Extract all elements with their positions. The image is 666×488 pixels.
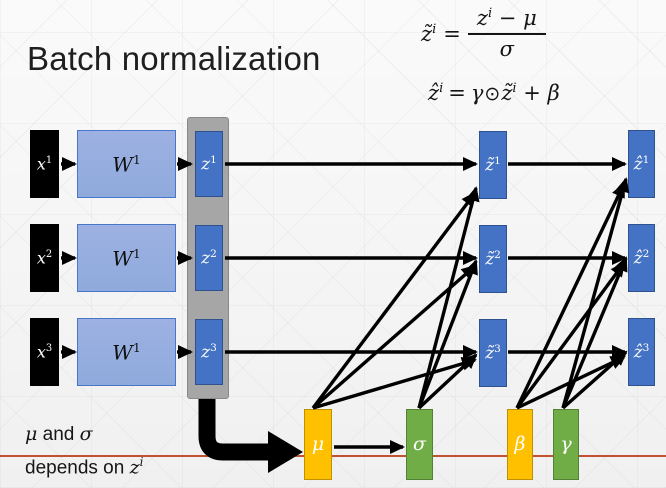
weight-w1-row2-label: W1 [112,245,141,271]
ztilde2-label: z̃2 [485,248,501,270]
accent-divider-line [0,455,666,457]
mu-box: μ [304,409,332,480]
mu-label: μ [311,433,325,455]
sigma-label: σ [413,433,426,455]
z2-label: z2 [201,247,217,269]
z3-label: z3 [201,341,217,363]
formula-lhs: ẑi [428,81,444,105]
weight-w1-row1-box: W1 [77,130,176,198]
w-to-z-arrows [177,157,193,359]
footnote-line2: depends on zi [25,455,144,479]
weight-w1-row1-label: W1 [112,151,141,177]
formula-rhs: γ⊙z̃i + β [470,81,560,105]
zhat1-label: ẑ1 [633,153,650,175]
ztilde3-label: z̃3 [485,342,501,364]
fraction-denominator: σ [499,37,514,61]
input-x2-label: x2 [36,248,53,268]
z2-node: z2 [195,225,223,291]
z1-node: z1 [195,131,223,197]
zhat1-node: ẑ1 [628,130,655,198]
ztilde1-node: z̃1 [479,131,507,199]
gamma-label: γ [560,433,572,455]
gamma-box: γ [553,409,579,480]
ztilde1-label: z̃1 [485,154,501,176]
z-to-ztilde-arrows [225,157,478,359]
z1-label: z1 [201,153,217,175]
formula-lhs: z̃i [421,21,437,46]
fraction-numerator: zi − μ [467,6,546,35]
formula-normalize: z̃i = zi − μ σ [421,6,546,61]
zhat2-node: ẑ2 [628,224,655,292]
x-to-w-arrows [61,157,77,359]
zhat2-label: ẑ2 [633,247,650,269]
weight-w1-row3-label: W1 [112,339,141,365]
beta-label: β [514,433,526,455]
ztilde2-node: z̃2 [479,225,507,293]
ztilde-to-zhat-arrows [508,157,627,359]
equals-sign: = [443,21,461,46]
footnote-line1: μ and σ [25,423,93,445]
zhat3-node: ẑ3 [628,318,655,386]
input-x2-box: x2 [30,224,59,292]
sigma-fan-arrows [417,186,480,410]
zhat3-label: ẑ3 [633,341,650,363]
sigma-box: σ [406,409,433,480]
zvector-to-mu-elbow-arrow [198,399,303,473]
mu-fan-arrows [311,191,477,410]
fraction: zi − μ σ [467,6,546,61]
input-x1-box: x1 [30,130,59,198]
input-x3-label: x3 [36,342,53,362]
input-x1-label: x1 [36,154,53,174]
weight-w1-row2-box: W1 [77,224,176,292]
z3-node: z3 [195,319,223,385]
input-x3-box: x3 [30,318,59,386]
weight-w1-row3-box: W1 [77,318,176,386]
ztilde3-node: z̃3 [479,319,507,387]
equals-sign: = [448,81,466,105]
slide-title: Batch normalization [27,40,321,77]
gamma-fan-arrows [561,177,630,410]
beta-box: β [507,409,533,480]
footnote: μ and σ depends on zi [25,423,143,479]
formula-scale-shift: ẑi = γ⊙z̃i + β [428,81,560,105]
